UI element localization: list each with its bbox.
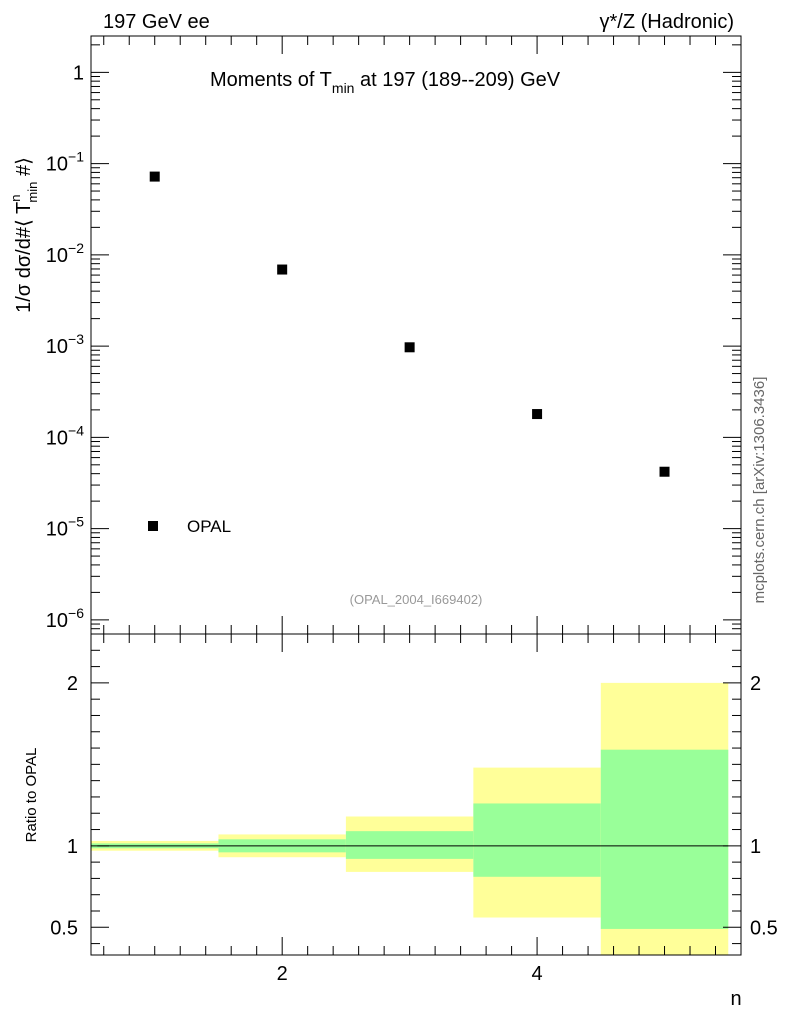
- analysis-watermark: (OPAL_2004_I669402): [350, 592, 483, 607]
- y-tick-label: 10−1: [46, 149, 84, 176]
- main-x-ticks: [103, 36, 742, 634]
- ratio-band-inner: [345, 831, 474, 859]
- y-tick-label: 10−3: [46, 331, 84, 358]
- x-tick-label: 4: [532, 963, 543, 985]
- ylabel-sub: min: [25, 182, 40, 203]
- main-y-ticks: 1 10−1 10−2 10−3 10−4 10−5 10−6: [46, 44, 741, 635]
- x-axis-label: n: [730, 988, 741, 1010]
- y-tick-label: 10−6: [46, 605, 84, 632]
- data-point: [659, 466, 670, 477]
- ratio-y-tick-label-left: 2: [67, 673, 78, 695]
- y-tick-label: 10−2: [46, 240, 84, 267]
- y-tick-label: 10−5: [46, 514, 84, 541]
- ratio-y-tick-label-right: 0.5: [750, 917, 778, 939]
- main-plot: 110−110−210−310−410−510−6 Moments of Tmi…: [8, 35, 742, 635]
- ylabel-part1: 1/σ dσ/d#⟨ T: [13, 202, 35, 313]
- title-main: Moments of T: [210, 69, 332, 91]
- data-point: [277, 264, 288, 275]
- header-right: γ*/Z (Hadronic): [600, 11, 734, 33]
- title-subscript: min: [332, 80, 355, 96]
- ylabel-part2: #⟩: [13, 157, 35, 181]
- ratio-band-inner: [600, 749, 729, 929]
- ratio-y-tick-label-right: 1: [750, 836, 761, 858]
- ratio-y-tick-label-left: 1: [67, 836, 78, 858]
- data-point: [404, 342, 415, 353]
- data-point: [532, 409, 543, 420]
- ratio-bands: [91, 682, 729, 955]
- legend-label: OPAL: [187, 517, 231, 536]
- header-left: 197 GeV ee: [103, 11, 210, 33]
- title-rest: at 197 (189--209) GeV: [354, 69, 560, 91]
- data-points: [149, 171, 670, 477]
- ratio-y-label: Ratio to OPAL: [23, 748, 40, 843]
- y-tick-label: 10−4: [46, 422, 84, 449]
- main-y-label: 1/σ dσ/d#⟨ Tn min #⟩: [8, 157, 40, 313]
- side-credit: mcplots.cern.ch [arXiv:1306.3436]: [751, 377, 768, 604]
- ratio-y-tick-label-right: 2: [750, 673, 761, 695]
- y-tick-label: 1: [73, 62, 84, 84]
- ratio-band-inner: [473, 803, 601, 877]
- ratio-y-tick-label-left: 0.5: [50, 917, 78, 939]
- ratio-frame: [90, 633, 742, 956]
- legend-marker: [148, 521, 158, 531]
- main-frame: [90, 35, 742, 635]
- ratio-y-ticks: 2 2 1 1 0.5 0.5: [50, 649, 778, 945]
- ylabel-sup: n: [8, 195, 23, 202]
- plot-title: Moments of Tmin at 197 (189--209) GeV: [210, 69, 561, 96]
- x-tick-label: 2: [277, 963, 288, 985]
- data-point: [149, 171, 160, 182]
